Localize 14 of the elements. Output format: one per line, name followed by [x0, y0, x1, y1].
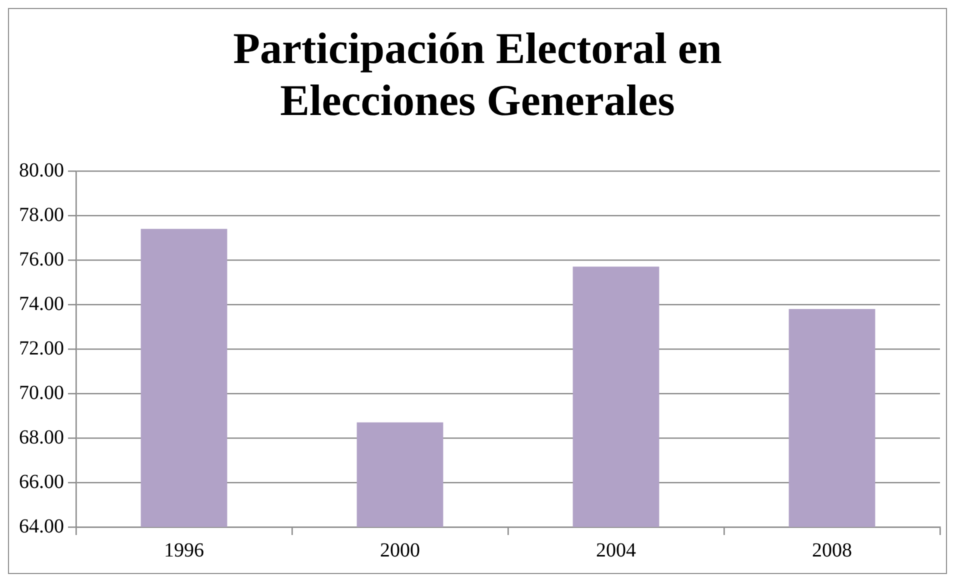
- y-tick-label: 68.00: [19, 426, 64, 448]
- y-tick-label: 72.00: [19, 337, 64, 360]
- y-tick-label: 70.00: [19, 382, 64, 404]
- y-tick-label: 66.00: [19, 470, 64, 493]
- y-tick-label: 78.00: [19, 204, 64, 226]
- x-tick-label: 1996: [164, 539, 204, 562]
- y-tick-label: 80.00: [19, 159, 64, 182]
- x-tick-label: 2004: [596, 539, 636, 562]
- x-tick-label: 2000: [380, 539, 420, 562]
- y-tick-label: 64.00: [19, 515, 64, 538]
- y-tick-label: 74.00: [19, 292, 64, 315]
- x-tick-label: 2008: [812, 539, 852, 562]
- chart-title: Participación Electoral en Elecciones Generales: [232, 23, 723, 127]
- y-tick-label: 76.00: [19, 248, 64, 270]
